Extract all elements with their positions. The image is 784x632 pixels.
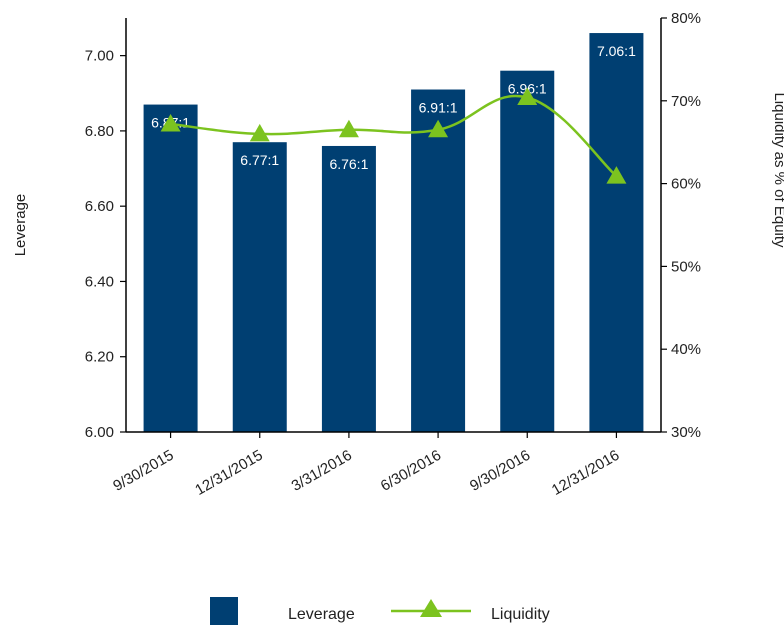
- leverage-data-label: 7.06:1: [597, 43, 636, 59]
- leverage-bar: [321, 145, 376, 433]
- right-tick-label: 80%: [671, 10, 701, 27]
- left-tick-label: 6.00: [85, 424, 114, 441]
- liquidity-line-layer: [160, 87, 627, 184]
- right-axis-title: Liquidity as % of Equity: [771, 92, 784, 248]
- legend-liquidity-marker: [420, 599, 442, 617]
- legend: Leverage Liquidity: [210, 597, 550, 625]
- right-tick-label: 30%: [671, 424, 701, 441]
- right-tick-label: 40%: [671, 341, 701, 358]
- x-tick-label: 12/31/2015: [192, 447, 266, 499]
- leverage-bar: [411, 89, 466, 432]
- liquidity-marker: [160, 113, 181, 132]
- legend-leverage-label: Leverage: [288, 606, 355, 623]
- leverage-data-label: 6.76:1: [329, 156, 368, 172]
- x-tick-label: 9/30/2016: [467, 447, 533, 495]
- left-tick-label: 6.40: [85, 273, 114, 290]
- x-tick-label: 6/30/2016: [378, 447, 444, 495]
- left-tick-label: 6.20: [85, 349, 114, 366]
- right-tick-label: 60%: [671, 176, 701, 193]
- x-tick-label: 3/31/2016: [289, 447, 355, 495]
- leverage-data-label: 6.91:1: [419, 100, 458, 116]
- left-axis-title: Leverage: [12, 194, 29, 257]
- leverage-bar: [500, 70, 555, 432]
- liquidity-marker: [606, 166, 627, 184]
- legend-leverage-swatch: [210, 597, 238, 625]
- leverage-bar: [589, 33, 644, 433]
- right-tick-label: 70%: [671, 93, 701, 110]
- left-tick-label: 6.60: [85, 198, 114, 215]
- x-tick-label: 12/31/2016: [549, 447, 623, 499]
- right-tick-label: 50%: [671, 258, 701, 275]
- leverage-data-label: 6.77:1: [240, 152, 279, 168]
- axes-layer: 6.00 6.20 6.40 6.60 6.80 7.00 30% 40% 50% 60% 70% 8…: [12, 10, 784, 499]
- left-tick-label: 7.00: [85, 48, 114, 65]
- legend-liquidity-label: Liquidity: [491, 606, 550, 623]
- x-tick-label: 9/30/2015: [110, 447, 176, 495]
- bars-layer: 6.87:16.77:16.76:16.91:16.96:17.06:1: [143, 33, 644, 433]
- liquidity-marker: [428, 119, 449, 138]
- liquidity-marker: [338, 119, 359, 138]
- leverage-bar: [232, 142, 287, 432]
- left-tick-label: 6.80: [85, 123, 114, 140]
- leverage-bar: [143, 104, 198, 433]
- liquidity-marker: [517, 87, 538, 105]
- liquidity-marker: [249, 123, 270, 142]
